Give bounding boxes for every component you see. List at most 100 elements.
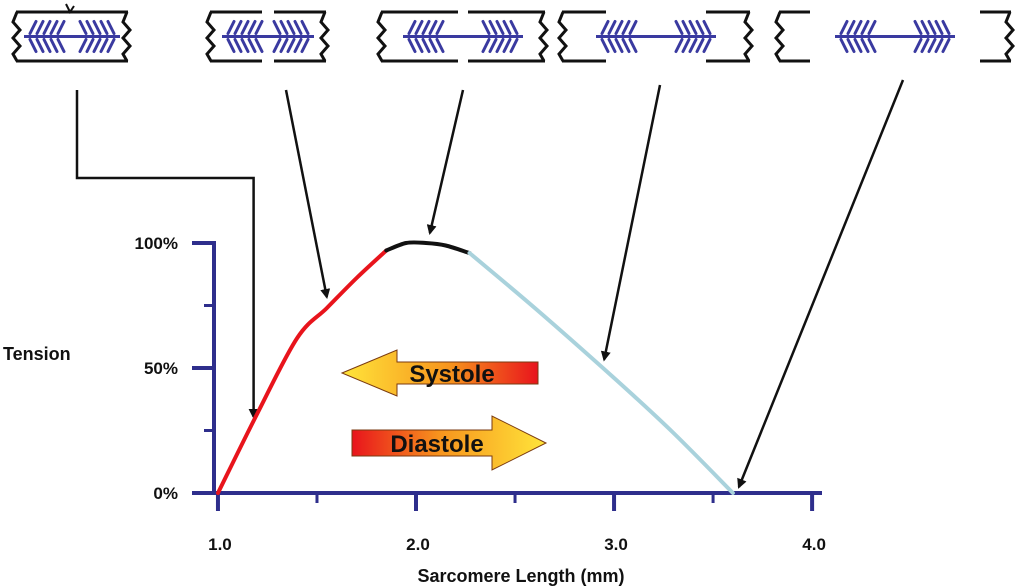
- myosin-head: [600, 20, 610, 35]
- myosin-head: [279, 20, 289, 35]
- myosin-head: [695, 20, 705, 35]
- z-disc-right: [1004, 11, 1015, 62]
- myosin-head: [428, 38, 438, 53]
- myosin-head: [607, 20, 617, 35]
- myosin-head: [106, 20, 116, 35]
- myosin-head: [42, 38, 52, 53]
- myosin-head: [42, 20, 52, 35]
- myosin-head: [233, 20, 243, 35]
- y-tick-label: 50%: [144, 359, 178, 378]
- myosin-head: [621, 20, 631, 35]
- myosin-head: [614, 38, 624, 53]
- myosin-head: [106, 38, 116, 53]
- myosin-head: [85, 38, 95, 53]
- z-disc-left: [205, 11, 216, 62]
- myosin-head: [688, 38, 698, 53]
- myosin-head: [488, 38, 498, 53]
- z-disc-left: [11, 11, 22, 62]
- myosin-head: [92, 20, 102, 35]
- myosin-head: [226, 20, 236, 35]
- myosin-head: [867, 20, 877, 35]
- myosin-head: [913, 38, 923, 53]
- myosin-head: [920, 20, 930, 35]
- systole-arrow-shape: [340, 349, 539, 397]
- myosin-head: [839, 38, 849, 53]
- myosin-head: [481, 38, 491, 53]
- myosin-head: [247, 38, 257, 53]
- myosin-head: [85, 20, 95, 35]
- myosin-head: [421, 38, 431, 53]
- myosin-head: [428, 20, 438, 35]
- z-disc-right: [121, 11, 132, 62]
- sarcomere-diagram-5: [774, 10, 1015, 63]
- myosin-head: [481, 20, 491, 35]
- pointer-arrow-3: [426, 89, 465, 235]
- diastole-label: Diastole: [390, 431, 483, 458]
- myosin-head: [941, 38, 951, 53]
- myosin-head: [934, 20, 944, 35]
- myosin-head: [502, 20, 512, 35]
- myosin-head: [674, 20, 684, 35]
- myosin-head: [240, 20, 250, 35]
- myosin-head: [628, 38, 638, 53]
- sarcomere-diagram-2: [205, 10, 330, 63]
- myosin-head: [414, 38, 424, 53]
- diagram-pointer-arrows: [75, 79, 905, 489]
- myosin-head: [247, 20, 257, 35]
- myosin-head: [628, 20, 638, 35]
- myosin-head: [867, 38, 877, 53]
- myosin-head: [509, 20, 519, 35]
- myosin-head: [279, 38, 289, 53]
- myosin-head: [702, 20, 712, 35]
- curve-segment-1: [216, 248, 389, 495]
- y-tick-label: 0%: [153, 484, 178, 503]
- myosin-head: [927, 20, 937, 35]
- myosin-head: [49, 20, 59, 35]
- sarcomere-diagrams: [11, 3, 1015, 63]
- myosin-head: [254, 38, 264, 53]
- z-disc-left: [557, 11, 568, 62]
- curve-segment-3: [467, 251, 735, 495]
- z-disc-left: [774, 11, 785, 62]
- sarcomere-diagram-4: [557, 10, 754, 63]
- myosin-head: [702, 38, 712, 53]
- myosin-head: [300, 38, 310, 53]
- x-tick-label: 4.0: [802, 535, 826, 554]
- myosin-head: [509, 38, 519, 53]
- myosin-head: [240, 38, 250, 53]
- myosin-head: [293, 20, 303, 35]
- myosin-head: [28, 20, 38, 35]
- myosin-head: [913, 20, 923, 35]
- sarcomere-diagram-1: [11, 3, 132, 63]
- myosin-head: [853, 38, 863, 53]
- myosin-head: [254, 20, 264, 35]
- myosin-head: [860, 38, 870, 53]
- y-axis-title: Tension: [3, 344, 71, 364]
- myosin-head: [35, 20, 45, 35]
- myosin-head: [600, 38, 610, 53]
- myosin-head: [407, 20, 417, 35]
- diastole-arrow: Diastole: [351, 415, 548, 471]
- myosin-head: [421, 20, 431, 35]
- myosin-head: [28, 38, 38, 53]
- pointer-arrow-4: [600, 84, 662, 362]
- pointer-arrow-2: [284, 89, 331, 299]
- myosin-head: [286, 38, 296, 53]
- myosin-head: [927, 38, 937, 53]
- z-disc-left: [376, 11, 387, 62]
- myosin-head: [226, 38, 236, 53]
- myosin-head: [839, 20, 849, 35]
- myosin-head: [56, 38, 66, 53]
- systole-label: Systole: [409, 361, 494, 388]
- myosin-head: [92, 38, 102, 53]
- myosin-head: [99, 38, 109, 53]
- myosin-head: [934, 38, 944, 53]
- systole-arrow: Systole: [340, 349, 539, 397]
- x-tick-label: 2.0: [406, 535, 430, 554]
- myosin-head: [621, 38, 631, 53]
- myosin-head: [681, 38, 691, 53]
- myosin-head: [607, 38, 617, 53]
- myosin-head: [674, 38, 684, 53]
- myosin-head: [614, 20, 624, 35]
- x-tick-label: 1.0: [208, 535, 232, 554]
